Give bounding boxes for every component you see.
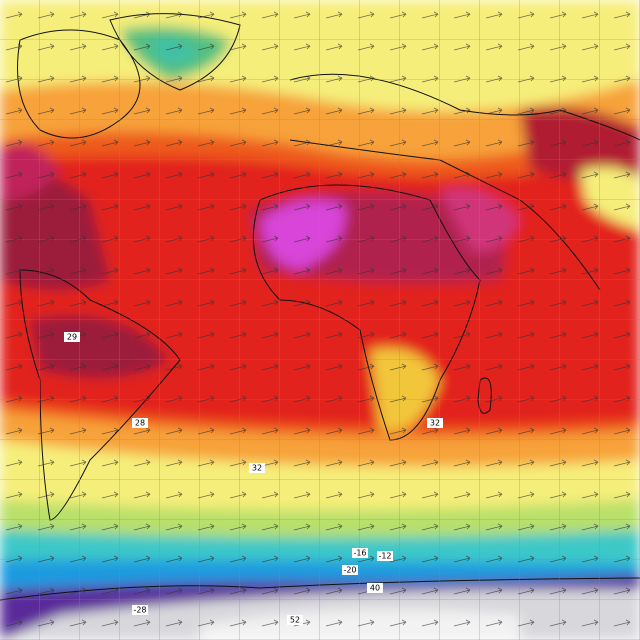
station-label: 52 [290,616,300,625]
label-box [287,615,303,625]
station-label: -16 [353,549,366,558]
label-box [64,332,80,342]
label-box [367,583,383,593]
station-label: 40 [370,584,380,593]
station-label: 32 [430,419,440,428]
label-box [132,605,148,615]
label-box [132,418,148,428]
label-box [342,565,358,575]
label-box [352,548,368,558]
station-label: 29 [67,333,77,342]
station-label: 28 [135,419,145,428]
station-label: -20 [343,566,356,575]
label-box [249,463,265,473]
station-label: 32 [252,464,262,473]
label-box [377,551,393,561]
station-label: -12 [378,552,391,561]
label-box [427,418,443,428]
station-label: -28 [133,606,146,615]
station-labels: 32 28 29 -20 40 52 -28 32 -16 -12 [64,332,443,625]
